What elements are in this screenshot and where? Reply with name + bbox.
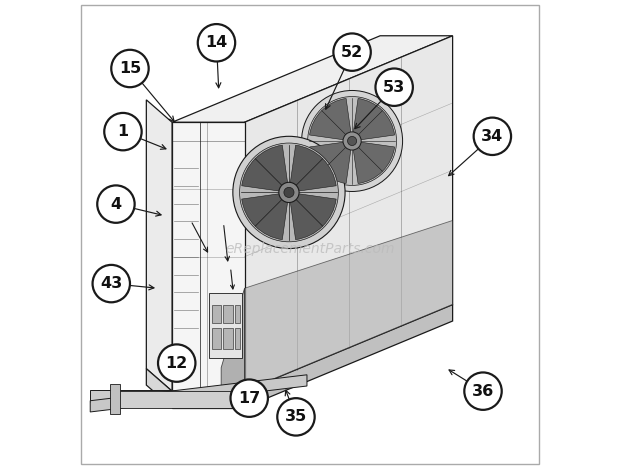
Wedge shape (289, 145, 336, 192)
Circle shape (334, 33, 371, 71)
Wedge shape (309, 98, 352, 141)
Circle shape (97, 185, 135, 223)
Text: 36: 36 (472, 384, 494, 399)
Circle shape (343, 132, 361, 150)
Text: 4: 4 (110, 197, 122, 212)
Polygon shape (210, 293, 242, 358)
Circle shape (104, 113, 141, 151)
Circle shape (233, 136, 345, 249)
Polygon shape (244, 305, 453, 408)
Text: 53: 53 (383, 80, 405, 95)
Polygon shape (172, 391, 244, 408)
Wedge shape (242, 192, 289, 240)
Text: eReplacementParts.com: eReplacementParts.com (225, 242, 395, 256)
Wedge shape (352, 98, 394, 141)
Wedge shape (309, 141, 352, 183)
Circle shape (301, 91, 402, 191)
Wedge shape (242, 145, 289, 192)
Text: 35: 35 (285, 409, 307, 424)
Circle shape (111, 50, 149, 87)
Circle shape (239, 143, 339, 242)
Polygon shape (223, 328, 233, 349)
Circle shape (348, 136, 356, 145)
Polygon shape (223, 305, 233, 323)
Circle shape (474, 118, 511, 155)
Text: 43: 43 (100, 276, 122, 291)
Circle shape (277, 398, 315, 436)
Polygon shape (91, 391, 244, 401)
Wedge shape (352, 141, 394, 183)
Circle shape (92, 265, 130, 303)
Text: 1: 1 (117, 124, 128, 139)
Circle shape (308, 97, 397, 185)
Polygon shape (146, 100, 172, 391)
Polygon shape (244, 36, 453, 391)
Circle shape (158, 344, 195, 382)
Polygon shape (172, 36, 453, 122)
Polygon shape (235, 328, 240, 349)
Polygon shape (110, 384, 120, 415)
Polygon shape (146, 369, 172, 408)
Text: 52: 52 (341, 45, 363, 60)
Circle shape (284, 187, 294, 197)
Text: 14: 14 (205, 35, 228, 50)
Text: 15: 15 (119, 61, 141, 76)
Text: 34: 34 (481, 129, 503, 144)
Polygon shape (244, 220, 453, 391)
Polygon shape (91, 375, 307, 412)
Polygon shape (212, 328, 221, 349)
Polygon shape (116, 391, 244, 408)
Wedge shape (289, 192, 336, 240)
Circle shape (279, 182, 299, 203)
Polygon shape (221, 288, 244, 391)
Circle shape (198, 24, 235, 61)
Circle shape (376, 68, 413, 106)
Polygon shape (212, 305, 221, 323)
Text: 17: 17 (238, 391, 260, 406)
Text: 12: 12 (166, 356, 188, 371)
Polygon shape (235, 305, 240, 323)
Circle shape (464, 372, 502, 410)
Polygon shape (172, 122, 244, 391)
Circle shape (231, 379, 268, 417)
